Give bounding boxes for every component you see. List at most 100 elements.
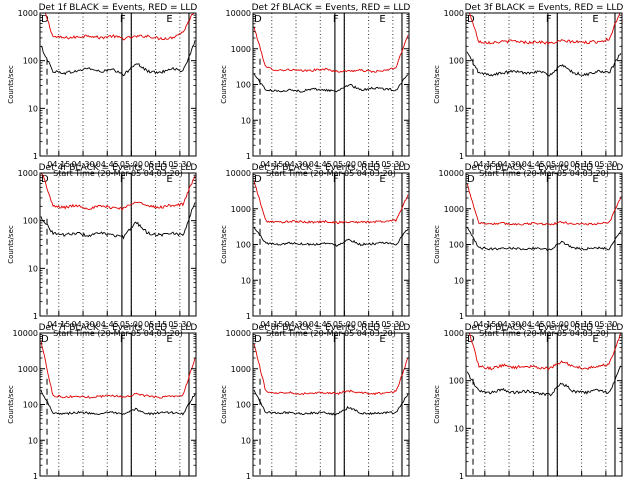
y-tick-label: 1000 — [231, 205, 251, 214]
panel-title: Det 8f BLACK = Events, RED = LLD — [252, 323, 411, 333]
series-lld-line — [253, 343, 409, 396]
y-tick-label: 1000 — [18, 169, 38, 178]
y-tick-label: 1000 — [444, 9, 464, 18]
series-events-line — [40, 40, 196, 77]
plot-frame — [39, 12, 197, 157]
x-tick-label: 04:45 — [522, 320, 545, 329]
y-axis-label: Counts/sec — [220, 385, 228, 424]
region-marker-f: F — [120, 334, 126, 345]
x-tick-label: 05:30 — [381, 320, 404, 329]
region-marker-f: F — [333, 14, 339, 25]
region-marker-e: E — [592, 14, 598, 25]
y-tick-label: 100 — [449, 57, 464, 66]
panel-title: Det 1f BLACK = Events, RED = LLD — [39, 3, 198, 13]
y-tick-label: 100 — [236, 81, 251, 90]
series-lld-line — [467, 333, 622, 371]
y-tick-label: 100 — [23, 217, 38, 226]
y-tick-label: 1 — [459, 472, 464, 480]
y-tick-label: 1000 — [231, 45, 251, 54]
x-tick-label: 04:15 — [260, 320, 283, 329]
y-tick-label: 10 — [241, 276, 251, 285]
region-marker-d: D — [41, 334, 49, 345]
y-tick-label: 1000 — [18, 9, 38, 18]
x-tick-label: 04:15 — [473, 320, 496, 329]
panel-title: Det 7f BLACK = Events, RED = LLD — [39, 323, 198, 333]
series-events-line — [40, 202, 196, 240]
x-tick-label: 05:30 — [594, 320, 617, 329]
region-marker-d: D — [467, 174, 475, 185]
y-tick-label: 10000 — [13, 329, 38, 338]
region-marker-f: F — [546, 334, 552, 345]
y-tick-label: 1000 — [231, 365, 251, 374]
y-axis-label: Counts/sec — [7, 65, 15, 104]
region-marker-e: E — [379, 174, 385, 185]
y-tick-label: 10000 — [226, 9, 251, 18]
y-axis-label: Counts/sec — [220, 225, 228, 264]
y-tick-label: 10000 — [439, 169, 464, 178]
x-tick-label: 04:30 — [285, 160, 308, 169]
y-tick-label: 10 — [454, 424, 464, 433]
x-tick-label: 04:30 — [72, 160, 95, 169]
region-marker-f: F — [546, 174, 552, 185]
x-tick-label: 05:30 — [594, 160, 617, 169]
y-tick-label: 10 — [241, 436, 251, 445]
x-tick-label: 04:15 — [260, 160, 283, 169]
y-tick-label: 100 — [236, 241, 251, 250]
x-tick-label: 05:15 — [357, 160, 380, 169]
region-marker-f: F — [333, 174, 339, 185]
region-marker-e: E — [379, 14, 385, 25]
x-tick-label: 05:00 — [120, 320, 143, 329]
y-tick-label: 1000 — [18, 365, 38, 374]
x-tick-label: 05:15 — [570, 320, 593, 329]
series-lld-line — [253, 26, 409, 73]
y-tick-label: 1000 — [444, 329, 464, 338]
panel-title: Det 3f BLACK = Events, RED = LLD — [465, 3, 624, 13]
x-tick-label: 05:15 — [144, 320, 167, 329]
plot-frame — [252, 332, 410, 477]
x-tick-label: 05:00 — [120, 160, 143, 169]
y-tick-label: 1 — [33, 472, 38, 480]
series-lld-line — [467, 13, 621, 45]
region-marker-d: D — [254, 174, 262, 185]
y-tick-label: 10000 — [226, 329, 251, 338]
y-tick-label: 10 — [28, 264, 38, 273]
series-events-line — [466, 226, 622, 252]
x-tick-label: 04:45 — [522, 160, 545, 169]
x-tick-label: 05:30 — [168, 320, 191, 329]
y-tick-label: 100 — [449, 241, 464, 250]
plot-frame — [39, 172, 197, 317]
plot-frame — [465, 172, 623, 317]
x-tick-label: 04:30 — [498, 160, 521, 169]
region-marker-e: E — [166, 334, 172, 345]
plot-frame — [465, 332, 623, 477]
region-marker-f: F — [120, 14, 126, 25]
x-tick-label: 05:30 — [168, 160, 191, 169]
y-axis-label: Counts/sec — [433, 65, 441, 104]
panel-title: Det 4f BLACK = Events, RED = LLD — [39, 163, 198, 173]
y-tick-label: 100 — [23, 401, 38, 410]
series-events-line — [253, 389, 409, 416]
x-tick-label: 05:00 — [546, 160, 569, 169]
series-lld-line — [253, 180, 409, 224]
series-lld-line — [40, 340, 196, 399]
x-tick-label: 05:15 — [570, 160, 593, 169]
x-tick-label: 05:30 — [381, 160, 404, 169]
y-tick-label: 1 — [246, 472, 251, 480]
region-marker-e: E — [166, 14, 172, 25]
x-tick-label: 04:45 — [309, 160, 332, 169]
series-events-line — [466, 51, 622, 77]
y-tick-label: 10 — [454, 104, 464, 113]
panel-title: Det 9f BLACK = Events, RED = LLD — [465, 323, 624, 333]
region-marker-f: F — [120, 174, 126, 185]
x-tick-label: 04:30 — [72, 320, 95, 329]
